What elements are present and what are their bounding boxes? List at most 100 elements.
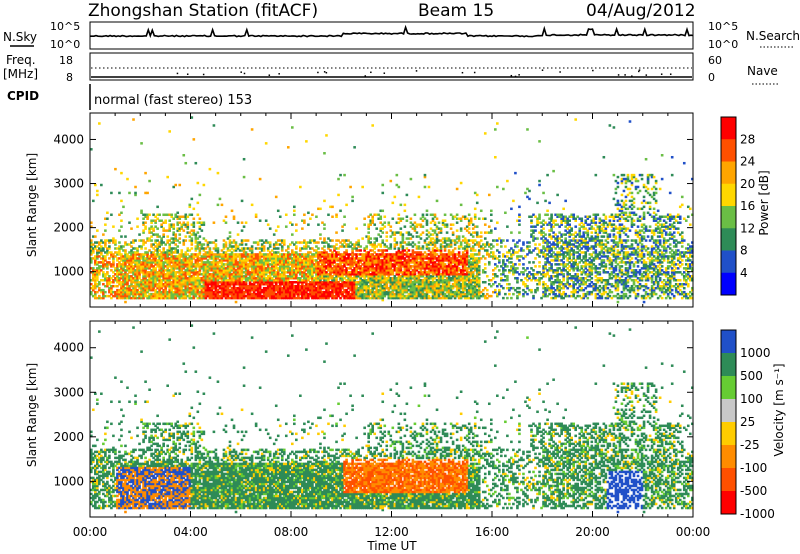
power-cell [162,251,165,254]
power-cell [148,257,151,260]
power-cell [162,267,165,270]
power-cell [293,213,296,217]
power-cell [184,239,188,242]
power-cell [140,279,143,282]
power-cell [102,296,105,300]
power-cell [150,263,153,266]
power-cell [134,263,137,266]
power-cell [150,277,153,280]
power-cell [98,255,101,258]
power-cell [130,288,133,292]
power-cell [375,227,379,230]
power-cell [116,288,119,292]
power-cell [96,251,99,254]
power-cell [120,282,123,286]
power-cell [172,269,176,272]
power-cell [134,296,137,300]
power-cell [140,296,143,300]
power-cell [284,213,288,217]
power-cell [128,290,131,294]
power-cell [190,197,194,201]
power-cell [124,279,127,282]
power-cell [405,215,409,218]
freq-dot [370,71,372,74]
power-cell [116,269,119,272]
power-cell [102,249,105,252]
power-cell [94,277,97,280]
power-cell [158,261,161,264]
power-cell [170,294,174,298]
power-cell [162,213,165,217]
power-cell [303,213,306,217]
power-cell [132,271,135,274]
power-cell [168,271,171,274]
power-cell [118,245,121,248]
power-cell [138,277,141,280]
power-cell [110,251,113,254]
power-cell [162,273,165,276]
power-cell [331,215,334,218]
power-cell [174,183,178,187]
power-cell [166,292,169,296]
power-cell [124,296,127,300]
power-cell [154,261,157,264]
power-cell [142,271,145,274]
freq-dot [541,69,544,71]
power-cell [138,255,141,258]
power-cell [172,277,176,280]
power-cell [144,215,147,218]
power-cell [104,243,107,246]
power-cell [148,249,151,252]
power-cell [158,271,161,274]
power-cell [120,292,123,296]
freq-dot [268,74,271,76]
power-cell [403,203,407,207]
power-cell [126,255,129,258]
power-cell [162,263,165,266]
power-cell [136,292,139,296]
power-cell [160,255,163,258]
power-cell [116,279,119,282]
power-cell [130,253,133,256]
power-cell [96,257,99,260]
power-cell [110,292,113,296]
power-cell [122,269,125,272]
power-cell [264,219,268,222]
power-cell [130,265,133,268]
power-cell [150,259,153,262]
power-cell [162,235,165,238]
power-cell [118,261,121,264]
power-cell [92,257,95,260]
power-cell [136,290,139,294]
power-cell [90,259,93,262]
power-cell [150,265,153,268]
power-cell [232,215,236,218]
power-cell [142,231,145,234]
power-cell [116,253,119,256]
power-cell [102,290,105,294]
power-cell [98,251,101,254]
power-cell [196,201,200,205]
power-cell [110,213,113,217]
power-cell [164,213,167,217]
power-cell [130,227,133,230]
power-cell [449,227,453,230]
power-cell [120,225,123,228]
freq-dot [364,75,367,77]
power-cell [455,213,459,217]
power-cell [126,275,129,278]
power-cell [178,237,182,240]
power-cell [132,277,135,280]
power-cell [166,255,169,258]
power-cell [152,294,155,298]
power-cell [311,213,314,217]
power-cell [128,191,131,195]
power-cell [415,231,419,234]
power-cell [134,265,137,268]
power-cell [122,257,125,260]
power-cell [154,275,157,278]
power-cell [90,253,93,256]
power-cell [276,247,280,250]
power-cell [162,247,165,250]
